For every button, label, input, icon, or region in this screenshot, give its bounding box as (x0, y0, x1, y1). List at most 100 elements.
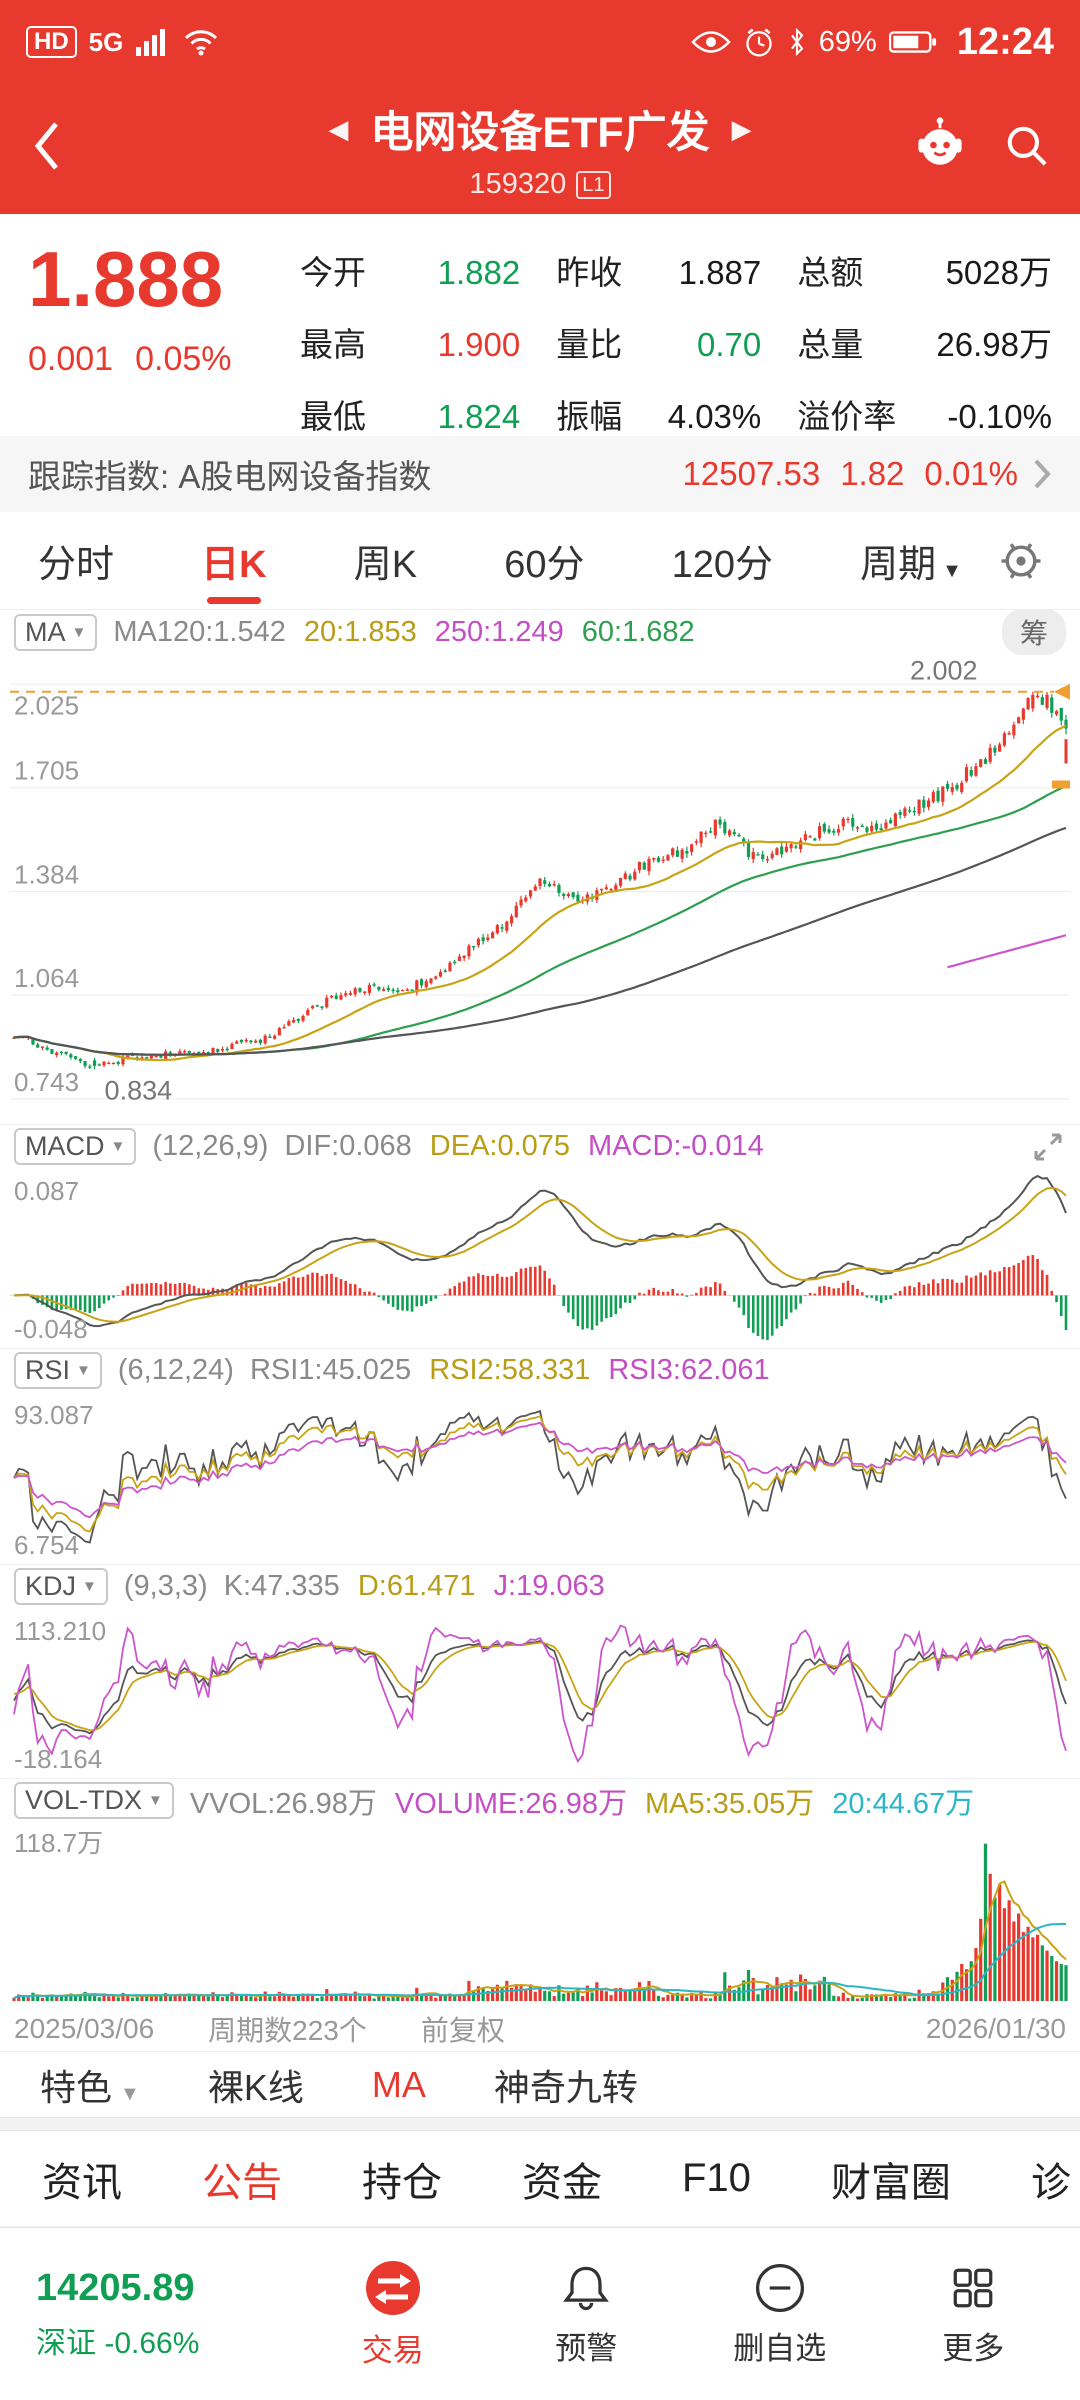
bell-icon (563, 2266, 610, 2311)
kdj-header: KDJ ▼ (9,3,3) K:47.335 D:61.471 J:19.063 (0, 1564, 1080, 1608)
tab-F10[interactable]: F10 (682, 2156, 751, 2200)
svg-text:-0.048: -0.048 (14, 1314, 88, 1344)
quote-cell: 总量 26.98万 (797, 318, 1052, 366)
chart-tab-120分[interactable]: 120分 (671, 544, 774, 586)
rsi-chart[interactable]: 93.087 6.754 (10, 1392, 1070, 1564)
svg-text:118.7万: 118.7万 (14, 1828, 103, 1858)
volume-chart[interactable]: 118.7万 (10, 1822, 1070, 2007)
chart-tab-60分[interactable]: 60分 (504, 544, 585, 586)
vol-selector[interactable]: VOL-TDX ▼ (14, 1782, 174, 1819)
remove-watchlist-button[interactable]: 删自选 (683, 2260, 877, 2368)
svg-text:1.064: 1.064 (14, 963, 79, 993)
dropdown-triangle-icon: ▼ (120, 2082, 140, 2105)
tab-持仓[interactable]: 持仓 (362, 2160, 442, 2205)
chart-end-date: 2026/01/30 (925, 2013, 1066, 2044)
quote-cell: 昨收 1.887 (556, 246, 761, 294)
chart-tab-周期[interactable]: 周期 ▼ (860, 544, 962, 586)
adjust-mode-button[interactable]: 前复权 (420, 2015, 505, 2046)
tab-资讯[interactable]: 资讯 (42, 2160, 122, 2205)
alarm-icon (746, 28, 772, 57)
dropdown-triangle-icon: ▼ (76, 1362, 91, 1379)
page-title: 电网设备ETF广发 (370, 109, 710, 157)
feature-row: 特色 ▼ 裸K线 MA 神奇九转 (0, 2051, 1080, 2117)
trade-button[interactable]: 交易 (296, 2258, 490, 2370)
candlestick-chart[interactable]: 2.025 1.705 1.384 1.064 0.743 2.002 0.834 (10, 654, 1070, 1124)
rsi-selector-label: RSI (25, 1355, 71, 1385)
vol-selector-label: VOL-TDX (25, 1785, 143, 1815)
macd-selector-label: MACD (25, 1131, 105, 1161)
indicator-value: DEA:0.075 (429, 1130, 571, 1162)
quote-field-value: 1.882 (437, 254, 521, 291)
stock-code: 159320 (469, 168, 567, 200)
tab-财富圈[interactable]: 财富圈 (830, 2160, 951, 2205)
tab-公告[interactable]: 公告 (202, 2160, 282, 2205)
market-index-summary[interactable]: 14205.89 深证 -0.66% (10, 2267, 296, 2362)
rsi-selector[interactable]: RSI ▼ (14, 1352, 102, 1389)
macd-params: (12,26,9) (152, 1130, 269, 1162)
expand-chart-button[interactable] (1030, 1129, 1066, 1165)
quote-field-label: 最高 (300, 326, 366, 363)
expand-icon (1034, 1133, 1062, 1160)
network-type-label: 5G (88, 26, 124, 57)
feature-MA[interactable]: MA (371, 2063, 426, 2105)
feature-神奇九转[interactable]: 神奇九转 (493, 2066, 638, 2108)
more-button[interactable]: 更多 (877, 2260, 1071, 2368)
market-index-value: 14205.89 (36, 2266, 195, 2309)
dropdown-triangle-icon: ▼ (110, 1138, 126, 1155)
feature-特色[interactable]: 特色 ▼ (40, 2066, 140, 2108)
bluetooth-icon (790, 27, 804, 57)
quote-field-label: 最低 (300, 398, 366, 435)
next-stock-icon[interactable]: ▶ (731, 113, 752, 144)
back-button[interactable] (30, 118, 62, 174)
alert-label: 预警 (555, 2331, 618, 2366)
hd-icon: HD (26, 26, 77, 58)
dropdown-triangle-icon: ▼ (71, 623, 87, 641)
tracking-index-row[interactable]: 跟踪指数: A股电网设备指数 12507.53 1.82 0.01% (0, 436, 1080, 512)
battery-percent: 69% (818, 25, 877, 58)
svg-text:2.025: 2.025 (14, 690, 79, 720)
tracking-index-pct: 0.01% (924, 455, 1018, 492)
svg-text:0.087: 0.087 (14, 1176, 79, 1206)
svg-text:113.210: 113.210 (14, 1616, 106, 1646)
quote-field-label: 今开 (300, 254, 366, 291)
minus-circle-icon (755, 2263, 804, 2313)
feature-list: 特色 ▼ 裸K线 MA 神奇九转 (0, 2059, 678, 2111)
kdj-selector[interactable]: KDJ ▼ (14, 1568, 108, 1605)
chart-tab-分时[interactable]: 分时 (38, 544, 115, 586)
dropdown-triangle-icon: ▼ (82, 1578, 97, 1595)
dropdown-triangle-icon: ▼ (148, 1792, 163, 1809)
indicator-value: K:47.335 (223, 1570, 340, 1602)
chart-tab-周K[interactable]: 周K (353, 544, 418, 586)
macd-header: MACD ▼ (12,26,9) DIF:0.068 DEA:0.075 MACD:… (0, 1124, 1080, 1168)
quote-field-label: 总量 (797, 326, 864, 363)
bottom-bar: 14205.89 深证 -0.66% 交易 预警 删自选 (0, 2227, 1080, 2400)
dropdown-triangle-icon: ▼ (942, 560, 962, 582)
prev-stock-icon[interactable]: ◀ (328, 113, 349, 144)
period-tabs: 分时 日K 周K 60分 120分 周期 ▼ (36, 511, 964, 610)
indicator-value: MA5:35.05万 (645, 1787, 815, 1820)
alert-button[interactable]: 预警 (490, 2260, 684, 2368)
macd-selector[interactable]: MACD ▼ (14, 1128, 137, 1165)
market-index-name: 深证 (36, 2326, 96, 2360)
kdj-chart[interactable]: 113.210 -18.164 (10, 1608, 1070, 1778)
svg-text:6.754: 6.754 (14, 1530, 79, 1560)
indicator-value: D:61.471 (357, 1570, 476, 1602)
ma-selector[interactable]: MA ▼ (14, 613, 98, 651)
assistant-robot-icon[interactable] (910, 116, 970, 176)
period-count: 周期数223个 (208, 2015, 367, 2046)
indicator-value: RSI1:45.025 (249, 1354, 412, 1386)
quote-panel: 1.888 0.001 0.05% 今开 1.882 昨收 1.887 总额 5028万最… (0, 214, 1080, 436)
chart-tab-日K[interactable]: 日K (199, 511, 268, 610)
feature-裸K线[interactable]: 裸K线 (207, 2066, 304, 2108)
current-price: 1.888 (28, 235, 224, 323)
chip-distribution-button[interactable]: 筹 (1001, 609, 1066, 655)
macd-chart[interactable]: 0.087 -0.048 (10, 1168, 1070, 1348)
tab-资金[interactable]: 资金 (522, 2160, 602, 2205)
indicator-settings-gear-icon[interactable] (998, 538, 1044, 584)
eye-icon (691, 31, 731, 53)
search-icon[interactable] (998, 117, 1056, 175)
tab-诊[interactable]: 诊 (1030, 2160, 1071, 2205)
section-divider (0, 2117, 1080, 2131)
indicator-value: 20:44.67万 (832, 1787, 975, 1820)
chart-footer: 2025/03/06 周期数223个 前复权 2026/01/30 (0, 2007, 1080, 2051)
